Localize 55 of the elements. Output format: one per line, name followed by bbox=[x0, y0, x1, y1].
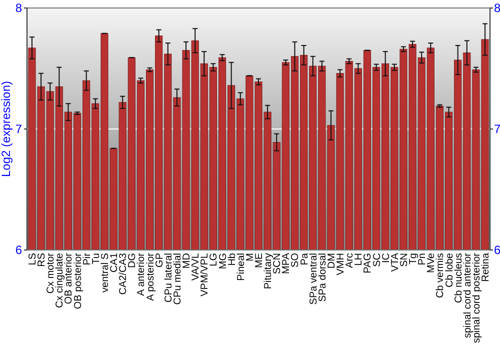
x-tick-label: A posterior bbox=[145, 252, 156, 301]
x-tick-label: LG bbox=[208, 252, 220, 266]
x-tick-label: MPA bbox=[281, 252, 292, 274]
x-tick-label: CPu lateral bbox=[163, 253, 174, 302]
x-tick-label: Arc bbox=[344, 253, 356, 268]
x-tick-label: spinal cord posterior bbox=[471, 252, 482, 344]
x-tick-label: Pituitary bbox=[263, 253, 274, 290]
x-tick-label: SPa ventral bbox=[308, 253, 320, 305]
x-tick-label: DM bbox=[326, 253, 338, 269]
x-tick-label: SCN bbox=[272, 253, 284, 274]
x-tick-label: SO bbox=[290, 252, 302, 268]
x-tick-label: Pineal bbox=[236, 253, 247, 281]
x-tick-label: GP bbox=[154, 252, 166, 268]
x-tick-label: VMH bbox=[336, 253, 347, 276]
y-axis-title: Log2 (expression) bbox=[0, 80, 13, 178]
x-tick-label: Cx cingulate bbox=[54, 252, 66, 308]
x-tick-label: Pn bbox=[417, 253, 428, 266]
x-tick-label: Cb vermis bbox=[435, 253, 446, 298]
x-tick-label: SC bbox=[372, 253, 383, 267]
x-tick-label: DG bbox=[127, 252, 138, 268]
y2-tick-label: 6 bbox=[494, 243, 500, 258]
y2-tick-label: 8 bbox=[494, 1, 500, 16]
x-tick-label: Pir bbox=[82, 252, 93, 266]
x-tick-label: PAG bbox=[362, 252, 374, 274]
x-tick-label: spinal cord anterior bbox=[462, 252, 474, 338]
x-tick-label: VPM/VPL bbox=[200, 252, 211, 296]
x-tick-label: Pa bbox=[299, 252, 310, 266]
x-tick-label: Retina bbox=[480, 252, 492, 282]
x-tick-label: M bbox=[244, 253, 256, 262]
x-tick-label: CA1 bbox=[109, 252, 120, 272]
x-tick-label: MVe bbox=[426, 252, 438, 274]
x-tick-label: Cb lobe bbox=[444, 252, 456, 288]
x-tick-label: Hb bbox=[226, 252, 238, 266]
x-tick-label: ventral S bbox=[100, 252, 111, 292]
y-tick-label: 8 bbox=[15, 1, 22, 16]
y-tick-label: 7 bbox=[15, 122, 22, 136]
x-tick-label: IC bbox=[380, 253, 392, 263]
x-tick-label: CPu medial bbox=[172, 253, 184, 305]
x-tick-label: A anterior bbox=[136, 252, 148, 296]
x-tick-label: OB posterior bbox=[72, 252, 84, 310]
x-tick-label: Tu bbox=[90, 253, 102, 264]
x-tick-label: CA2/CA3 bbox=[118, 252, 130, 295]
x-tick-label: Cb nucleus bbox=[453, 253, 464, 304]
y-tick-label: 6 bbox=[15, 243, 22, 258]
y2-tick-label: 7 bbox=[494, 122, 500, 136]
x-tick-label: MG bbox=[218, 252, 229, 270]
x-tick-label: ME bbox=[254, 252, 265, 268]
x-tick-label: OB anterior bbox=[64, 252, 75, 304]
x-tick-label: Tg bbox=[408, 253, 420, 265]
x-tick-label: LH bbox=[354, 253, 365, 266]
x-tick-label: SPa dorsal bbox=[317, 253, 328, 302]
x-tick-label: SN bbox=[398, 253, 410, 267]
x-tick-label: LS bbox=[27, 252, 38, 266]
x-tick-label: VTA bbox=[390, 252, 401, 272]
x-tick-label: RS bbox=[36, 252, 48, 267]
